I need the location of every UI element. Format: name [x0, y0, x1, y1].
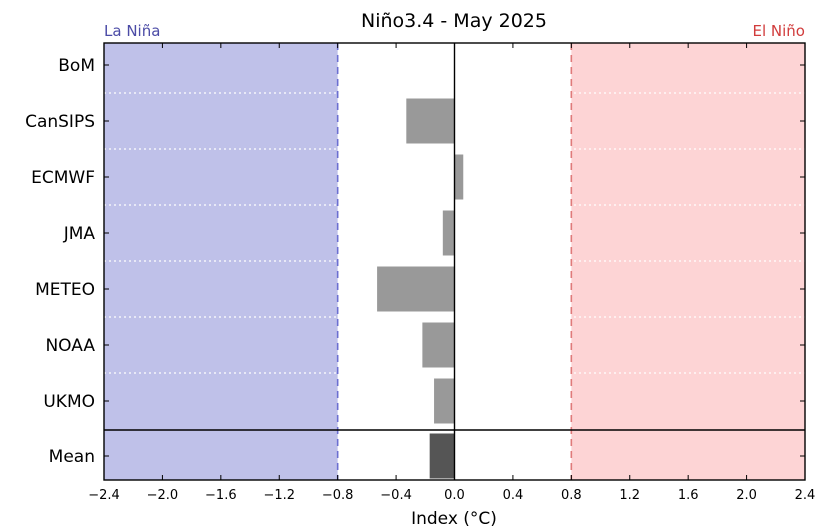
bar-ukmo	[434, 378, 455, 424]
bar-jma	[442, 210, 455, 256]
x-tick-label: −0.8	[322, 488, 354, 503]
x-axis-label: Index (°C)	[411, 509, 497, 528]
bar-noaa	[422, 322, 455, 368]
y-tick-label: UKMO	[43, 392, 95, 412]
bar-cansips	[406, 98, 455, 144]
x-tick-label: 0.8	[561, 488, 582, 503]
y-tick-label: ECMWF	[31, 168, 95, 188]
background-regions	[104, 43, 805, 480]
x-tick-label: 1.6	[678, 488, 699, 503]
bar-ecmwf	[454, 154, 464, 200]
y-tick-labels: BoM CanSIPS ECMWF JMA METEO NOAA UKMO Mean	[25, 56, 95, 467]
x-tick-labels: −2.4 −2.0 −1.6 −1.2 −0.8 −0.4 0.0 0.4 0.8 1.2 1.6 2…	[88, 488, 815, 503]
el-nino-label: El Niño	[753, 22, 806, 40]
x-tick-label: 2.0	[736, 488, 757, 503]
y-tick-label: JMA	[63, 224, 96, 244]
axes	[103, 42, 806, 481]
la-nina-label: La Niña	[104, 22, 160, 40]
x-tick-label: −1.2	[263, 488, 295, 503]
x-tick-label: 0.4	[503, 488, 524, 503]
y-tick-label: METEO	[35, 280, 95, 300]
y-tick-label-mean: Mean	[49, 447, 95, 467]
threshold-lines	[336, 43, 573, 480]
x-tick-label: −2.4	[88, 488, 120, 503]
bars	[377, 98, 464, 479]
y-tick-label: NOAA	[45, 336, 95, 356]
x-tick-label: −0.4	[380, 488, 412, 503]
bar-meteo	[377, 266, 455, 312]
y-tick-label: CanSIPS	[25, 112, 95, 132]
x-tick-label: 1.2	[619, 488, 640, 503]
x-tick-label: 0.0	[444, 488, 465, 503]
chart-title: Niño3.4 - May 2025	[361, 10, 547, 32]
x-tick-label: −1.6	[205, 488, 237, 503]
bar-mean	[429, 433, 455, 479]
y-tick-label: BoM	[58, 56, 95, 76]
x-tick-label: 2.4	[795, 488, 816, 503]
x-tick-label: −2.0	[147, 488, 179, 503]
